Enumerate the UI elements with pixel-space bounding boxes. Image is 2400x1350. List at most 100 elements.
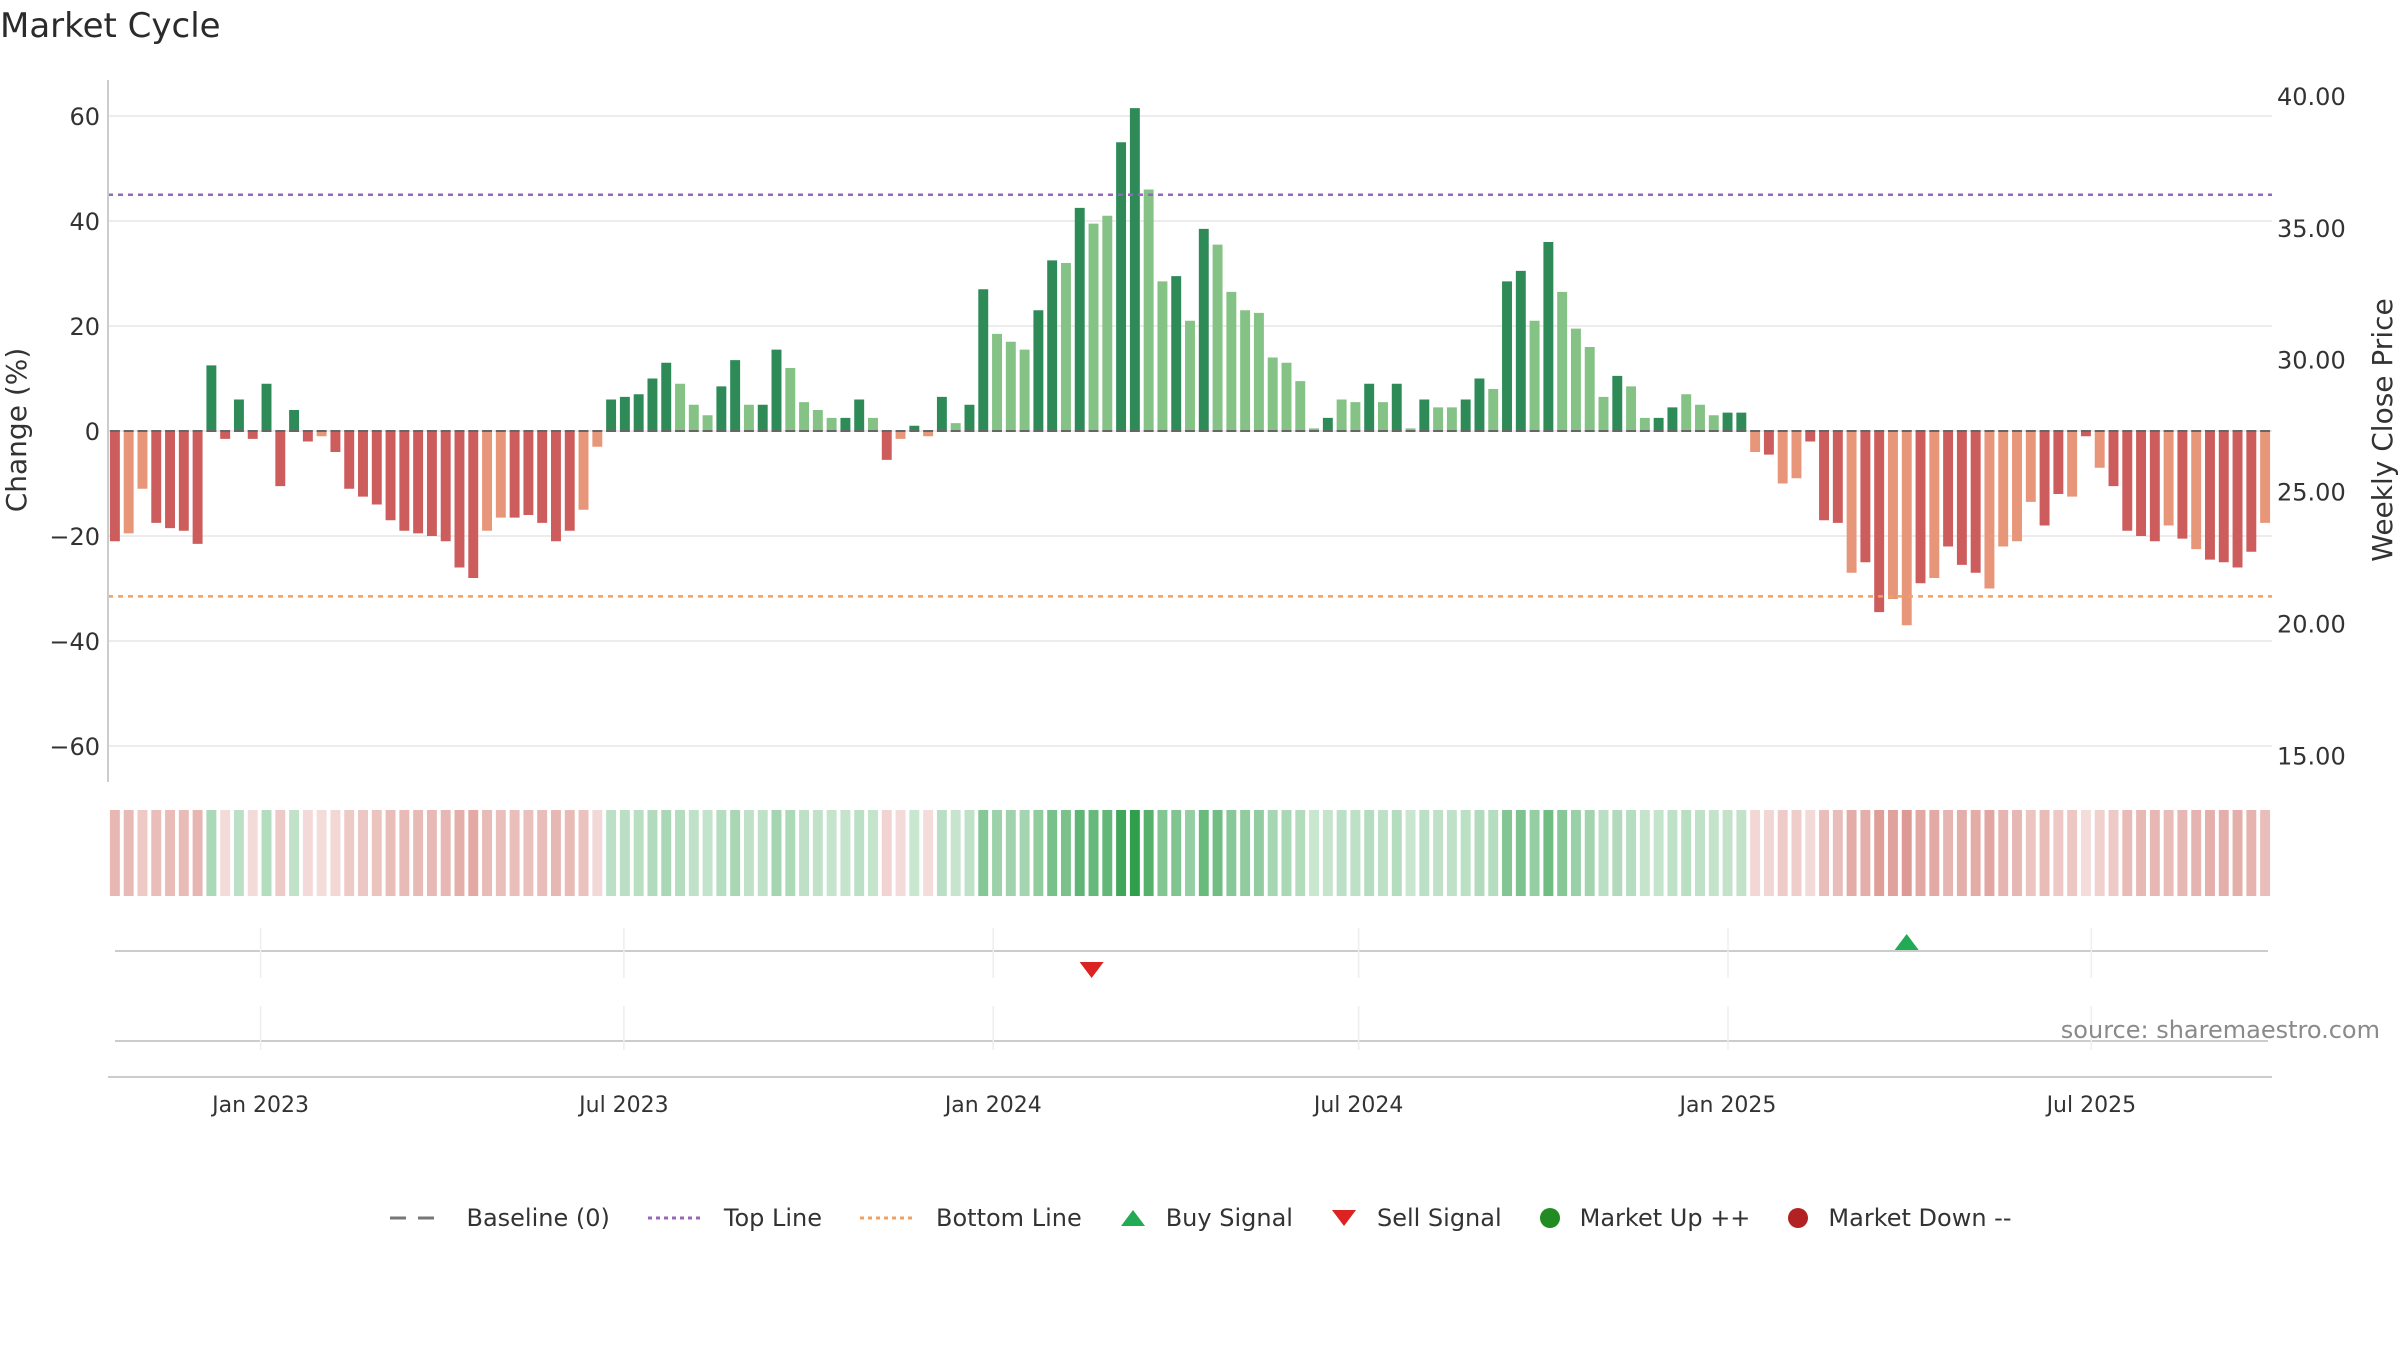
bar [950, 423, 961, 431]
heat-cell [1708, 810, 1719, 896]
bar [812, 410, 823, 431]
bar [1129, 108, 1140, 431]
bar [123, 431, 134, 534]
bar [1777, 431, 1788, 484]
bar [509, 431, 520, 518]
heat-cell [2205, 810, 2215, 896]
heat-cell [1570, 810, 1581, 896]
heat-cell [233, 810, 244, 896]
heat-cell [1626, 810, 1637, 896]
heat-cell [495, 810, 506, 896]
bar [1240, 310, 1251, 431]
bar [2080, 431, 2091, 437]
bar [647, 378, 658, 431]
heat-cell [220, 810, 231, 896]
bar [399, 431, 410, 531]
bar [592, 431, 603, 447]
heat-cell [592, 810, 603, 896]
bar [909, 425, 920, 431]
heat-cell [1750, 810, 1761, 896]
y2-tick-label: 25.00 [2277, 479, 2346, 507]
y-tick-label: −20 [49, 523, 100, 551]
heat-cell [826, 810, 837, 896]
bottom-line-swatch [860, 1216, 917, 1220]
heat-cell [564, 810, 575, 896]
bar [2039, 431, 2050, 526]
legend-buy[interactable]: Buy Signal [1118, 1204, 1293, 1232]
heat-cell [1832, 810, 1843, 896]
y2-tick-label: 15.00 [2277, 743, 2346, 771]
bar [854, 399, 865, 431]
bar [1529, 320, 1540, 431]
bar [1736, 412, 1747, 431]
bar [2053, 431, 2064, 494]
bar [1060, 263, 1071, 431]
heat-cell [1488, 810, 1499, 896]
bar [1336, 399, 1347, 431]
bar [633, 394, 644, 431]
heat-cell [2122, 810, 2133, 896]
legend-sell[interactable]: Sell Signal [1329, 1204, 1502, 1232]
bar [1791, 431, 1802, 479]
bar [2177, 431, 2188, 539]
bar [1956, 431, 1967, 565]
baseline-swatch [390, 1216, 447, 1220]
heat-cell [413, 810, 424, 896]
bar [1295, 381, 1306, 431]
bar [785, 368, 796, 431]
heat-cell [743, 810, 754, 896]
heat-cell [868, 810, 878, 896]
bar [2122, 431, 2133, 531]
heat-cell [1474, 810, 1485, 896]
heat-cell [1033, 810, 1044, 896]
bar [1047, 260, 1058, 431]
heat-cell [1805, 810, 1816, 896]
bar [619, 396, 630, 431]
heat-cell [2232, 810, 2243, 896]
bar [1543, 242, 1554, 431]
heat-cell [1639, 810, 1650, 896]
bar [1405, 428, 1416, 431]
heat-strip [109, 810, 2271, 896]
heat-cell [1047, 810, 1058, 896]
legend-up[interactable]: Market Up ++ [1538, 1204, 1750, 1232]
legend-down[interactable]: Market Down -- [1786, 1204, 2012, 1232]
heat-cell [909, 810, 920, 896]
heat-cell [2080, 810, 2091, 896]
bar [2012, 431, 2022, 542]
bar [1157, 281, 1168, 431]
heat-cell [151, 810, 162, 896]
bar [1515, 270, 1526, 431]
sell-triangle-icon [1331, 1210, 1356, 1226]
x-tick-label: Jul 2023 [577, 1093, 669, 1118]
heat-cell [1653, 810, 1664, 896]
heat-cell [1240, 810, 1251, 896]
heat-cell [1364, 810, 1375, 896]
bar [1102, 215, 1113, 431]
heat-cell [799, 810, 810, 896]
down-dot-icon [1788, 1208, 1809, 1228]
bar [1653, 417, 1664, 431]
heat-cell [1598, 810, 1609, 896]
y-tick-label: −40 [49, 628, 100, 656]
bar [1226, 291, 1237, 431]
heat-cell [1253, 810, 1264, 896]
heat-cell [1295, 810, 1306, 896]
bar [799, 402, 810, 431]
legend-top-line[interactable]: Top Line [646, 1204, 822, 1232]
legend-bottom-line[interactable]: Bottom Line [858, 1204, 1082, 1232]
heat-cell [2149, 810, 2160, 896]
legend-baseline[interactable]: Baseline (0) [388, 1204, 610, 1232]
bar [1819, 431, 1830, 521]
bar [206, 365, 217, 431]
heat-cell [123, 810, 134, 896]
heat-cell [2163, 810, 2174, 896]
bar [426, 431, 437, 536]
heat-cell [1129, 810, 1140, 896]
heat-cell [1088, 810, 1099, 896]
heat-cell [440, 810, 451, 896]
bar [1763, 431, 1774, 455]
heat-cell [1281, 810, 1292, 896]
bar [1998, 431, 2009, 547]
bar-series [109, 108, 2271, 626]
